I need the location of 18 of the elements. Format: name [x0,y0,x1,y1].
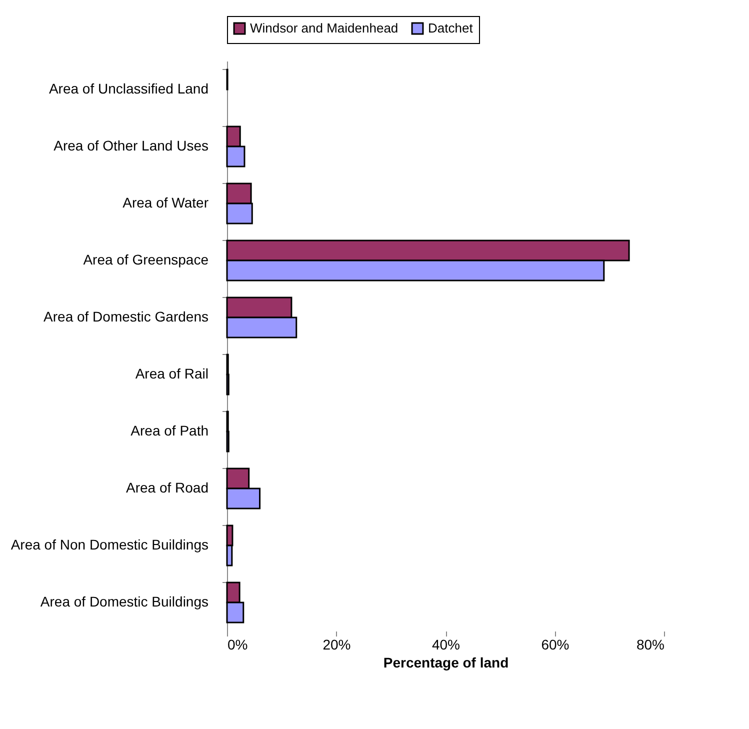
y-tick-label: Area of Water [122,194,209,210]
x-axis-title: Percentage of land [383,654,509,670]
x-tick-label: 20% [322,636,351,652]
y-tick-label: Area of Unclassified Land [48,80,208,96]
y-tick-label: Area of Other Land Uses [54,138,208,154]
y-tick-label: Area of Domestic Gardens [44,308,208,324]
y-tick-label: Area of Domestic Buildings [40,594,208,610]
y-tick-label: Area of Greenspace [83,252,209,268]
legend-label: Windsor and Maidenhead [250,20,398,36]
x-tick-label: 40% [432,636,460,652]
x-tick-label: 80% [636,636,664,652]
y-tick-label: Area of Non Domestic Buildings [10,536,208,552]
legend-label: Datchet [428,20,474,36]
x-tick-label: 60% [541,636,570,652]
x-tick-label: 0% [228,636,248,652]
y-tick-label: Area of Road [126,480,208,496]
y-tick-label: Area of Path [130,422,208,438]
y-tick-label: Area of Rail [135,366,208,382]
